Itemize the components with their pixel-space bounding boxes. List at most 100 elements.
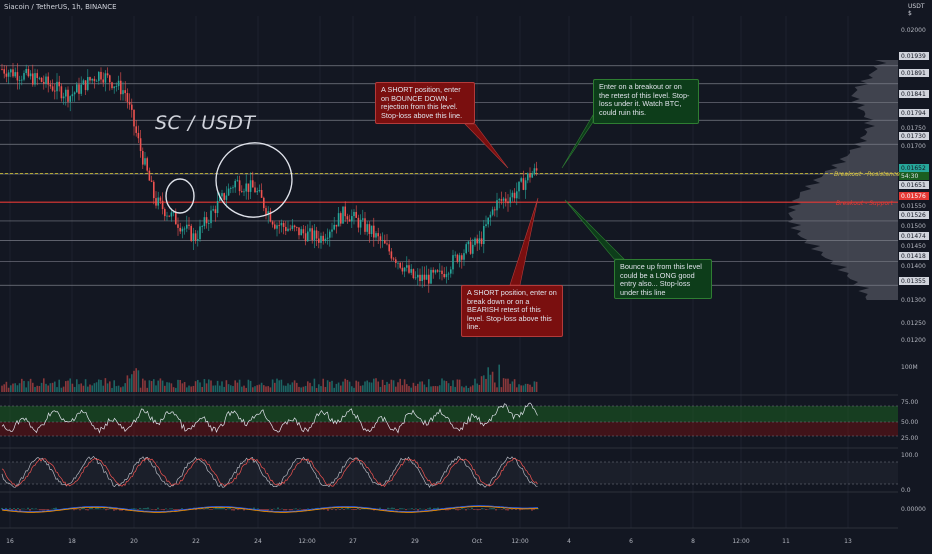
volume-bar (408, 386, 410, 392)
annotation-breakout[interactable]: Enter on a breakout or on the retest of … (593, 79, 699, 124)
candle-body (87, 77, 89, 90)
macd-histogram-bar (495, 509, 496, 510)
macd-histogram-bar (333, 509, 334, 510)
candle-body (65, 90, 67, 97)
volume-bar (58, 380, 60, 392)
candle-body (184, 229, 186, 230)
volume-bar (276, 379, 278, 392)
candle-body (28, 69, 30, 76)
macd-histogram-bar (33, 509, 34, 510)
volume-bar (122, 386, 124, 392)
volume-bar (479, 385, 481, 392)
candle-body (490, 215, 492, 218)
time-axis-label: 22 (192, 538, 200, 545)
volume-bar (417, 384, 419, 392)
candle-body (362, 218, 364, 219)
volume-bar (250, 381, 252, 392)
candle-body (78, 84, 80, 93)
macd-histogram-bar (283, 509, 284, 510)
candle-body (23, 73, 25, 80)
volume-bar (329, 382, 331, 392)
candle-body (199, 226, 201, 239)
price-tag-last: 0.01652 (901, 165, 926, 172)
resistance-label: Breakout - Resistance (834, 171, 900, 178)
volume-bar (151, 381, 153, 392)
candle-body (254, 187, 256, 192)
macd-histogram-bar (203, 509, 204, 510)
macd-histogram-bar (55, 508, 56, 510)
candle-body (408, 265, 410, 273)
annotation-short-bounce[interactable]: A SHORT position, enter on BOUNCE DOWN -… (375, 82, 475, 124)
volume-bar (21, 379, 23, 392)
candle-body (102, 79, 104, 82)
candle-body (3, 69, 5, 73)
volume-bar (364, 381, 366, 392)
volume-bar (305, 386, 307, 392)
candle-body (514, 193, 516, 199)
macd-histogram-bar (73, 509, 74, 510)
macd-histogram-bar (461, 508, 462, 509)
volume-bar (285, 386, 287, 392)
macd-histogram-bar (145, 508, 146, 509)
macd-histogram-bar (387, 508, 388, 510)
volume-bar (199, 382, 201, 392)
macd-histogram-bar (103, 508, 104, 509)
macd-histogram-bar (291, 509, 292, 510)
candle-body (527, 173, 529, 180)
macd-histogram-bar (17, 508, 18, 509)
candle-body (215, 209, 217, 213)
volume-bar (6, 382, 8, 392)
candle-body (265, 208, 267, 215)
candle-body (338, 213, 340, 226)
macd-histogram-bar (339, 509, 340, 510)
candle-body (479, 238, 481, 243)
price-tick-0.01750: 0.01750 (901, 125, 926, 132)
candle-body (353, 212, 355, 216)
candle-body (96, 81, 98, 82)
candle-body (155, 198, 157, 205)
volume-bar (309, 383, 311, 392)
volume-bar (129, 378, 131, 392)
price-tag-0.01651: 0.01651 (901, 182, 926, 189)
volume-bar (494, 382, 496, 392)
macd-histogram-bar (157, 508, 158, 510)
volume-bar (446, 381, 448, 392)
macd-histogram-bar (449, 509, 450, 510)
volume-bar (111, 388, 113, 392)
candle-body (536, 168, 538, 170)
candle-body (118, 81, 120, 86)
candle-body (369, 224, 371, 234)
volume-bar (529, 385, 531, 392)
annotation-short-breakdown[interactable]: A SHORT position, enter on break down or… (461, 285, 563, 337)
volume-scale-label: 100M (901, 364, 918, 371)
time-axis-label: 12:00 (732, 538, 749, 545)
volume-bar (318, 384, 320, 392)
candle-body (283, 223, 285, 227)
candle-body (149, 171, 151, 181)
volume-bar (120, 387, 122, 392)
candle-body (333, 225, 335, 230)
candle-body (142, 151, 144, 165)
candle-body (30, 73, 32, 76)
annotation-bounce-long[interactable]: Bounce up from this level could be a LON… (614, 259, 712, 299)
candle-body (151, 181, 153, 182)
candle-body (109, 75, 111, 82)
volume-bar (441, 378, 443, 392)
macd-histogram-bar (35, 508, 36, 509)
macd-histogram-bar (289, 509, 290, 510)
volume-bar (399, 379, 401, 392)
macd-histogram-bar (519, 509, 520, 510)
volume-bar (369, 382, 371, 392)
candle-body (188, 225, 190, 226)
macd-histogram-bar (505, 509, 506, 510)
candle-body (94, 79, 96, 81)
volume-bar (197, 380, 199, 392)
candle-body (179, 228, 181, 232)
candle-body (393, 259, 395, 260)
countdown-label: 54:30 (901, 173, 918, 180)
macd-histogram-bar (409, 509, 410, 510)
macd-histogram-bar (225, 509, 226, 510)
volume-bar (457, 379, 459, 392)
volume-bar (259, 385, 261, 392)
macd-histogram-bar (425, 509, 426, 510)
